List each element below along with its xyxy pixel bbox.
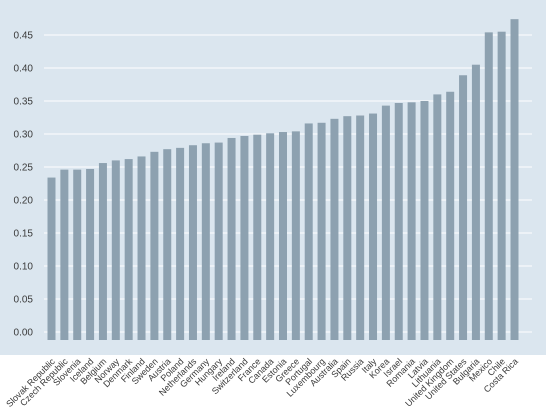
bar-slovenia — [73, 169, 82, 340]
bar-netherlands — [188, 145, 197, 340]
bar-portugal — [304, 123, 313, 340]
bar-finland — [137, 156, 146, 340]
bar-france — [253, 134, 262, 340]
y-tick-label: 0.10 — [14, 262, 34, 273]
bar-sweden — [150, 151, 159, 340]
bar-ireland — [227, 137, 236, 340]
bar-canada — [266, 133, 275, 340]
y-tick-label: 0.00 — [14, 328, 34, 339]
bars — [47, 19, 519, 341]
bar-switzerland — [240, 135, 249, 340]
y-tick-label: 0.05 — [14, 295, 34, 306]
bar-iceland — [86, 168, 95, 340]
bar-norway — [111, 160, 120, 340]
bar-czech-republic — [60, 169, 69, 340]
bar-italy — [369, 113, 378, 340]
bar-costa-rica — [510, 19, 519, 340]
y-tick-label: 0.40 — [14, 64, 34, 75]
y-tick-label: 0.15 — [14, 229, 34, 240]
y-tick-label: 0.20 — [14, 196, 34, 207]
bar-united-kingdom — [446, 91, 455, 340]
bar-estonia — [279, 132, 287, 340]
y-tick-label: 0.45 — [14, 31, 34, 42]
bar-mexico — [484, 32, 493, 341]
bar-hungary — [214, 142, 223, 340]
bar-belgium — [98, 163, 107, 340]
bar-israel — [394, 102, 403, 340]
bar-romania — [407, 102, 416, 340]
bar-lithuania — [433, 94, 442, 341]
y-tick-label: 0.30 — [14, 130, 34, 141]
bar-chile — [497, 31, 506, 340]
bar-latvia — [420, 101, 429, 340]
y-axis-ticks: 0.00 0.05 0.10 0.15 0.20 0.25 0.30 0.35 0.40 0.45 — [14, 31, 34, 339]
bar-denmark — [124, 159, 133, 340]
y-tick-label: 0.25 — [14, 163, 34, 174]
bar-slovak-republic — [47, 177, 56, 340]
bar-russia — [356, 115, 365, 341]
bar-australia — [330, 118, 339, 340]
bar-luxembourg — [317, 122, 326, 340]
bar-germany — [201, 143, 210, 340]
bar-bulgaria — [471, 64, 480, 340]
bar-spain — [343, 116, 352, 341]
bar-united-states — [459, 75, 468, 340]
bar-austria — [163, 149, 172, 340]
y-tick-label: 0.35 — [14, 97, 34, 108]
bar-greece — [291, 131, 300, 340]
bar-poland — [176, 147, 185, 340]
bar-korea — [381, 105, 390, 341]
